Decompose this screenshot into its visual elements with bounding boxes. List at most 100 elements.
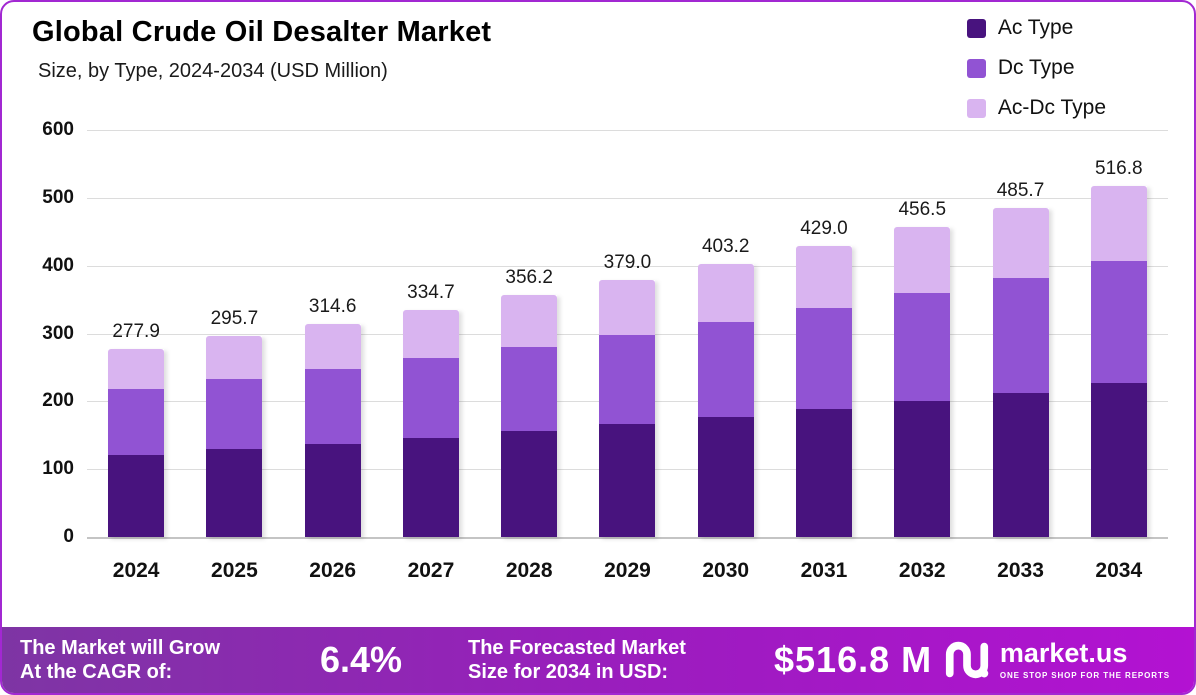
bar-segment-ac-dc-type <box>599 279 656 335</box>
forecast-label-line2: Size for 2034 in USD: <box>468 661 669 683</box>
x-tick-label: 2034 <box>1095 559 1143 582</box>
brand-name: market.us <box>999 638 1128 668</box>
bar-group: 403.2 2030 <box>695 130 757 582</box>
x-tick-label: 2028 <box>505 559 553 582</box>
cagr-label-line2: At the CAGR of: <box>20 661 173 683</box>
legend-label: Ac Type <box>997 16 1074 39</box>
bar-total-label: 277.9 <box>112 320 160 342</box>
bar-group: 314.6 2026 <box>302 130 364 582</box>
y-tick-label: 0 <box>63 526 74 547</box>
x-tick-label: 2033 <box>997 559 1044 582</box>
y-tick-label: 500 <box>42 186 74 208</box>
bar-total-label: 429.0 <box>800 218 848 239</box>
bar-group: 516.8 2034 <box>1088 130 1150 582</box>
bar-segment-ac-dc-type <box>697 263 754 322</box>
bar-total-label: 356.2 <box>505 267 553 289</box>
bar-segment-dc-type <box>795 307 852 410</box>
legend-label: Dc Type <box>997 56 1075 79</box>
y-tick-label: 100 <box>42 458 74 480</box>
cagr-value: 6.4% <box>319 639 403 680</box>
brand: market.us ONE STOP SHOP FOR THE REPORTS <box>944 640 1176 680</box>
bar-segment-dc-type <box>206 379 263 450</box>
gridline <box>87 537 1168 539</box>
bar-segment-ac-dc-type <box>1090 186 1147 261</box>
bar-total-label: 379.0 <box>603 251 652 273</box>
bar-group: 277.9 2024 <box>105 130 167 582</box>
x-tick-label: 2032 <box>898 559 946 582</box>
bar-stack <box>599 279 656 537</box>
x-tick-label: 2024 <box>112 559 160 582</box>
x-tick-label: 2026 <box>309 559 357 582</box>
forecast-label: The Forecasted Market Size for 2034 in U… <box>468 636 770 684</box>
bar-segment-ac-dc-type <box>894 227 951 294</box>
bar-segment-dc-type <box>992 277 1049 393</box>
y-tick-label: 600 <box>42 119 74 140</box>
bar-segment-ac-dc-type <box>795 246 852 308</box>
bar-stack <box>697 263 754 538</box>
bar-segment-ac-type <box>108 454 165 537</box>
bar-segment-dc-type <box>402 358 459 438</box>
bar-segment-ac-type <box>1090 383 1147 537</box>
bar-segment-ac-type <box>402 437 459 537</box>
bar-group: 356.2 2028 <box>498 130 560 582</box>
bar-stack <box>894 227 951 537</box>
x-tick-label: 2031 <box>800 559 848 582</box>
bar-total-label: 485.7 <box>996 179 1045 201</box>
bar-segment-ac-dc-type <box>108 348 165 390</box>
bar-total-label: 456.5 <box>898 199 947 221</box>
y-tick-label: 400 <box>42 254 74 276</box>
bar-segment-ac-dc-type <box>501 295 558 347</box>
bar-stack <box>402 309 459 537</box>
bar-total-label: 295.7 <box>210 308 259 330</box>
cagr-label-line1: The Market will Grow <box>20 637 221 659</box>
bar-total-label: 516.8 <box>1095 158 1143 180</box>
bar-group: 379.0 2029 <box>596 130 658 582</box>
x-tick-label: 2025 <box>211 559 258 582</box>
bar-segment-ac-dc-type <box>304 323 361 370</box>
legend-item-ac-type: Ac Type <box>966 16 1106 40</box>
chart-subtitle: Size, by Type, 2024-2034 (USD Million) <box>38 60 388 82</box>
bar-segment-dc-type <box>108 389 165 455</box>
chart-title: Global Crude Oil Desalter Market <box>32 16 492 48</box>
bar-segment-dc-type <box>697 321 754 418</box>
forecast-value: $516.8 M <box>774 639 933 680</box>
header: Global Crude Oil Desalter Market Size, b… <box>32 16 491 83</box>
x-tick-label: 2027 <box>407 559 455 582</box>
bar-segment-dc-type <box>1090 260 1147 384</box>
gridline <box>87 130 1168 131</box>
cagr-label: The Market will Grow At the CAGR of: <box>20 636 288 684</box>
gridline <box>87 265 1168 267</box>
bar-segment-dc-type <box>599 334 656 425</box>
forecast-label-line1: The Forecasted Market <box>468 637 686 659</box>
brand-tagline: ONE STOP SHOP FOR THE REPORTS <box>999 671 1170 680</box>
bars-container: 277.9 2024 295.7 2025 314.6 2026 334.7 2027 356.… <box>87 130 1168 582</box>
bar-stack <box>304 323 361 537</box>
bar-total-label: 314.6 <box>308 295 357 317</box>
x-tick-label: 2030 <box>702 559 750 582</box>
bar-group: 334.7 2027 <box>400 130 462 582</box>
bar-segment-ac-type <box>992 392 1049 537</box>
y-tick-label: 200 <box>42 390 74 412</box>
bar-stack <box>795 246 852 537</box>
bar-segment-dc-type <box>894 293 951 402</box>
gridline <box>87 197 1168 199</box>
legend-swatch-ac-type <box>966 18 986 38</box>
bar-group: 485.7 2033 <box>990 130 1052 582</box>
footer-banner: The Market will Grow At the CAGR of: 6.4… <box>2 627 1194 693</box>
bar-stack <box>206 336 263 537</box>
bar-group: 456.5 2032 <box>891 130 953 582</box>
bar-segment-dc-type <box>501 346 558 432</box>
legend-label: Ac-Dc Type <box>997 96 1106 119</box>
legend-item-ac-dc-type: Ac-Dc Type <box>966 96 1106 120</box>
legend-swatch-dc-type <box>966 58 986 78</box>
y-tick-label: 300 <box>42 322 74 344</box>
bar-segment-ac-type <box>304 443 361 537</box>
bar-stack <box>1090 186 1147 537</box>
bar-total-label: 334.7 <box>407 281 455 303</box>
plot-area: 277.9 2024 295.7 2025 314.6 2026 334.7 2027 356.… <box>87 130 1168 582</box>
legend: Ac Type Dc Type Ac-Dc Type <box>966 16 1106 120</box>
bar-segment-ac-type <box>697 417 754 537</box>
legend-swatch-ac-dc-type <box>966 98 986 118</box>
brand-text: market.us ONE STOP SHOP FOR THE REPORTS <box>999 638 1170 681</box>
